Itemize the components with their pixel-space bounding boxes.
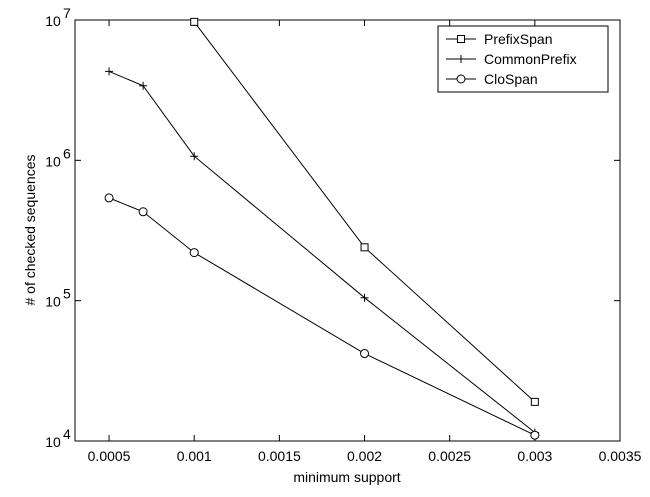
x-tick-label: 0.0035 [599, 448, 642, 464]
y-tick-exponent: 6 [63, 145, 71, 161]
legend-item: CommonPrefix [446, 51, 577, 67]
x-tick-label: 0.0015 [258, 448, 301, 464]
data-point [189, 248, 199, 258]
x-tick-label: 0.002 [347, 448, 382, 464]
data-point [190, 152, 199, 161]
y-tick-label: 10 [45, 153, 61, 169]
x-tick-label: 0.003 [517, 448, 552, 464]
y-tick-exponent: 5 [63, 286, 71, 302]
y-tick-exponent: 7 [63, 5, 71, 21]
series-layer [104, 17, 540, 440]
y-tick-label: 10 [45, 294, 61, 310]
legend-label: PrefixSpan [484, 31, 552, 47]
legend-item: PrefixSpan [446, 31, 552, 47]
data-point [190, 17, 199, 26]
legend-label: CloSpan [484, 71, 538, 87]
y-axis-label: # of checked sequences [22, 155, 38, 306]
y-tick-label: 10 [45, 13, 61, 29]
data-point [104, 193, 114, 203]
legend-marker [457, 35, 465, 43]
legend-marker [456, 74, 466, 84]
y-tick-exponent: 4 [63, 426, 71, 442]
x-tick-label: 0.0005 [88, 448, 131, 464]
axis-ticks: 0.0005 0.001 0.0015 0.002 0.0025 0.003 0.0035 1… [45, 5, 641, 464]
data-point [530, 397, 539, 406]
data-point [530, 430, 540, 440]
x-tick-label: 0.001 [177, 448, 212, 464]
series-clospan [104, 193, 540, 440]
legend-item: CloSpan [446, 71, 538, 87]
data-point [105, 67, 114, 76]
data-point [138, 207, 148, 217]
x-axis-label: minimum support [293, 469, 400, 485]
data-point [360, 349, 370, 359]
data-point [360, 293, 369, 302]
y-tick-label: 10 [45, 434, 61, 450]
series-prefixspan [190, 17, 539, 406]
legend-label: CommonPrefix [484, 51, 577, 67]
data-point [139, 81, 148, 90]
x-tick-label: 0.0025 [428, 448, 471, 464]
legend: PrefixSpan CommonPrefix CloSpan [437, 25, 609, 93]
data-point [360, 243, 369, 252]
legend-marker [457, 55, 465, 63]
